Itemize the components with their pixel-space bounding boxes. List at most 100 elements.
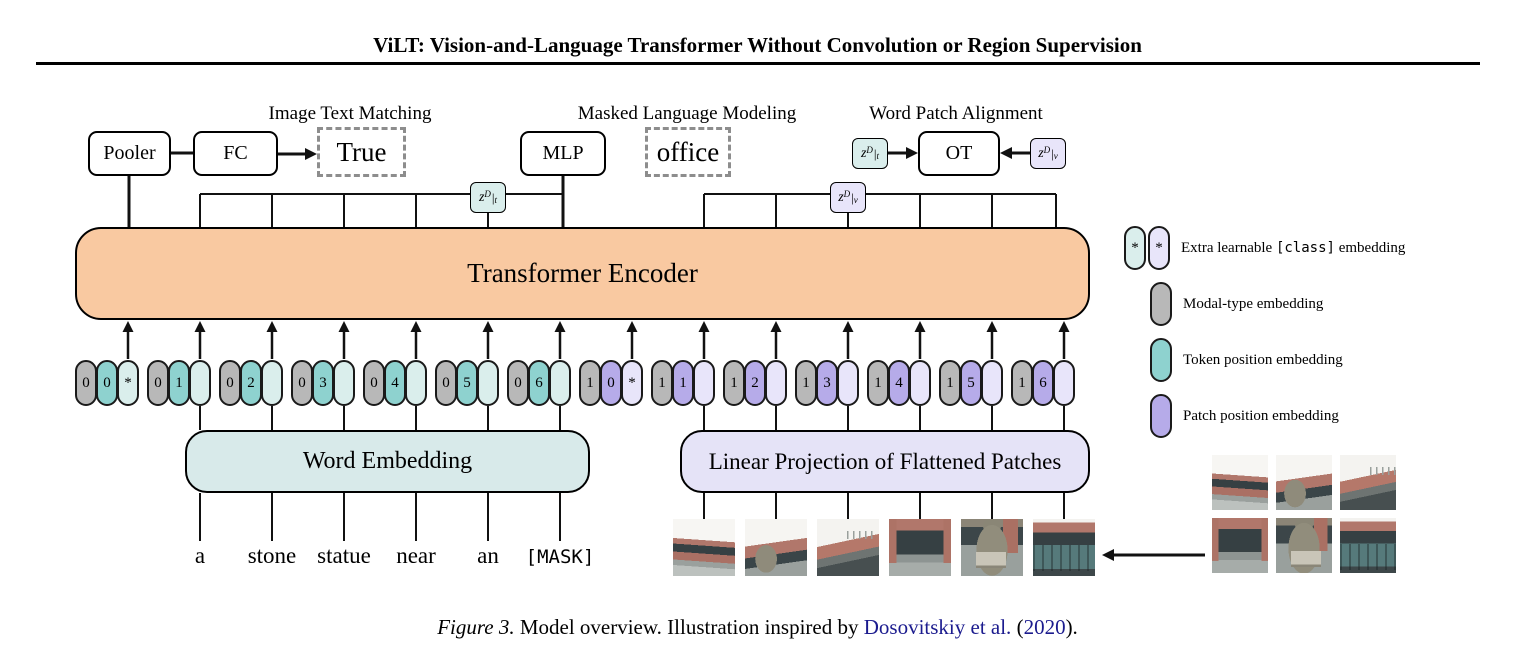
pill-position: 3: [816, 360, 838, 406]
image-patch-teal-glass-wall: [1033, 519, 1095, 576]
legend-swatch-modal: [1150, 282, 1172, 326]
text-token: an: [477, 543, 499, 568]
pill-embedding: *: [117, 360, 139, 406]
text-token: near: [396, 543, 436, 568]
mlm-head-label: Masked Language Modeling: [577, 103, 797, 124]
fc-box: FC: [193, 131, 278, 176]
pill-modal-type: 0: [507, 360, 529, 406]
z-text-input-box: z D | t: [852, 138, 888, 169]
word-embedding-box: Word Embedding: [185, 430, 590, 493]
image-patch-curved-facade-statue-head: [745, 519, 807, 576]
pill-modal-type: 1: [579, 360, 601, 406]
figure-number: Figure 3.: [437, 615, 515, 639]
ot-box: OT: [918, 131, 1000, 176]
pill-modal-type: 1: [723, 360, 745, 406]
legend-label: Modal-type embedding: [1183, 295, 1324, 312]
pill-embedding: [981, 360, 1003, 406]
pill-embedding: [261, 360, 283, 406]
pill-modal-type: 1: [795, 360, 817, 406]
pill-embedding: [477, 360, 499, 406]
pill-embedding: [1053, 360, 1075, 406]
pill-position: 2: [744, 360, 766, 406]
legend-swatch-patch-pos: [1150, 394, 1172, 438]
citation-year-link[interactable]: 2020: [1023, 615, 1066, 639]
pill-position: 6: [528, 360, 550, 406]
paper-title: ViLT: Vision-and-Language Transformer Wi…: [373, 33, 1142, 57]
pill-position: 4: [888, 360, 910, 406]
legend-label: Extra learnable [class] embedding: [1181, 239, 1406, 256]
legend-entry: * * Extra learnable [class] embedding: [1124, 226, 1405, 270]
pill-position: 2: [240, 360, 262, 406]
legend-label: Patch position embedding: [1183, 407, 1339, 424]
source-patch-curved-roof-railing: [1340, 455, 1396, 510]
text-token: statue: [317, 543, 371, 568]
text-token: [MASK]: [525, 546, 595, 568]
image-patch-dark-entrance: [889, 519, 951, 576]
citation-link[interactable]: Dosovitskiy et al.: [863, 615, 1012, 639]
text-token: a: [194, 543, 206, 568]
wpa-head-label: Word Patch Alignment: [869, 103, 1043, 124]
source-patch-dark-entrance: [1212, 518, 1268, 573]
image-patch-stone-statue-laptop: [961, 519, 1023, 576]
pill-position: 0: [600, 360, 622, 406]
legend-entry: Patch position embedding: [1124, 394, 1405, 438]
pill-embedding: [189, 360, 211, 406]
pill-modal-type: 1: [1011, 360, 1033, 406]
pill-modal-type: 0: [291, 360, 313, 406]
pill-embedding: [765, 360, 787, 406]
pill-position: 4: [384, 360, 406, 406]
legend-entry: Modal-type embedding: [1124, 282, 1405, 326]
legend-swatch-token-pos: [1150, 338, 1172, 382]
figure-caption: Figure 3. Model overview. Illustration i…: [437, 615, 1078, 639]
pill-modal-type: 0: [75, 360, 97, 406]
linear-projection-box: Linear Projection of Flattened Patches: [680, 430, 1090, 493]
pill-modal-type: 0: [435, 360, 457, 406]
mlp-box: MLP: [520, 131, 606, 176]
source-patch-stone-statue-laptop: [1276, 518, 1332, 573]
source-image-patch-grid: [1212, 455, 1396, 574]
mlm-output-box: office: [645, 127, 731, 177]
pill-position: 5: [456, 360, 478, 406]
itm-output-box: True: [317, 127, 406, 177]
z-image-input-box: z D | v: [1030, 138, 1066, 169]
legend-swatch-class-image: *: [1148, 226, 1170, 270]
z-image-output-box: z D | v: [830, 182, 866, 213]
pill-modal-type: 1: [867, 360, 889, 406]
text-token: stone: [247, 543, 297, 568]
image-patch-curved-roof-railing: [817, 519, 879, 576]
z-text-output-box: z D | t: [470, 182, 506, 213]
pill-embedding: [693, 360, 715, 406]
legend-entry: Token position embedding: [1124, 338, 1405, 382]
pill-position: 3: [312, 360, 334, 406]
legend-swatch-class-text: *: [1124, 226, 1146, 270]
title-rule: [36, 62, 1480, 65]
pill-embedding: *: [621, 360, 643, 406]
pill-position: 6: [1032, 360, 1054, 406]
source-patch-teal-glass-wall: [1340, 518, 1396, 573]
pill-embedding: [405, 360, 427, 406]
pill-embedding: [909, 360, 931, 406]
transformer-encoder-box: Transformer Encoder: [75, 227, 1090, 320]
pill-embedding: [333, 360, 355, 406]
embedding-pill-group: 1 0 *: [579, 360, 643, 406]
legend-label: Token position embedding: [1183, 351, 1343, 368]
pill-position: 1: [168, 360, 190, 406]
source-patch-curved-facade-statue-head: [1276, 455, 1332, 510]
source-patch-building-facade-windows: [1212, 455, 1268, 510]
pill-modal-type: 1: [651, 360, 673, 406]
caption-text: Model overview. Illustration inspired by: [514, 615, 864, 639]
pill-modal-type: 0: [219, 360, 241, 406]
pill-embedding: [837, 360, 859, 406]
pooler-box: Pooler: [88, 131, 171, 176]
